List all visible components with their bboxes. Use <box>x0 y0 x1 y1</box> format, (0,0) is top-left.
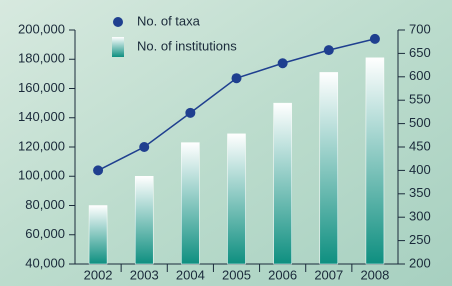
y2-tick-label: 550 <box>409 92 431 107</box>
y2-tick-label: 300 <box>409 209 431 224</box>
y2-tick-label: 650 <box>409 45 431 60</box>
y-tick-label: 120,000 <box>18 138 65 153</box>
x-tick-label: 2006 <box>268 267 297 282</box>
y2-tick-label: 500 <box>409 115 431 130</box>
y-tick-label: 200,000 <box>18 21 65 36</box>
point <box>370 34 380 44</box>
point <box>139 142 149 152</box>
legend-label: No. of taxa <box>137 13 201 28</box>
y-tick-label: 80,000 <box>25 197 65 212</box>
y-tick-label: 160,000 <box>18 80 65 95</box>
y2-tick-label: 200 <box>409 255 431 270</box>
point <box>185 108 195 118</box>
bar <box>135 176 153 264</box>
x-tick-label: 2004 <box>176 267 205 282</box>
bar <box>181 143 199 264</box>
y2-tick-label: 350 <box>409 185 431 200</box>
chart: 40,000 60,000 80,000 100,000 120,000 140,000 1… <box>0 0 452 286</box>
bar <box>320 72 338 264</box>
y2-tick-label: 400 <box>409 162 431 177</box>
legend-marker <box>112 37 124 57</box>
point <box>278 58 288 68</box>
point <box>324 45 334 55</box>
x-tick-label: 2008 <box>360 267 389 282</box>
y2-tick-label: 700 <box>409 21 431 36</box>
bar <box>274 103 292 264</box>
legend-label: No. of institutions <box>137 38 237 53</box>
y2-tick-label: 450 <box>409 138 431 153</box>
bar <box>228 134 246 264</box>
y-tick-label: 60,000 <box>25 226 65 241</box>
legend-marker <box>113 17 123 27</box>
y2-tick-label: 250 <box>409 232 431 247</box>
x-tick-label: 2007 <box>314 267 343 282</box>
y-tick-label: 140,000 <box>18 109 65 124</box>
bar <box>366 58 384 264</box>
x-tick-label: 2002 <box>84 267 113 282</box>
bar <box>89 206 107 265</box>
x-tick-label: 2003 <box>130 267 159 282</box>
y-tick-label: 180,000 <box>18 51 65 66</box>
y2-tick-label: 600 <box>409 68 431 83</box>
y-tick-label: 40,000 <box>25 255 65 270</box>
point <box>232 73 242 83</box>
x-tick-label: 2005 <box>222 267 251 282</box>
point <box>93 165 103 175</box>
y-tick-label: 100,000 <box>18 168 65 183</box>
